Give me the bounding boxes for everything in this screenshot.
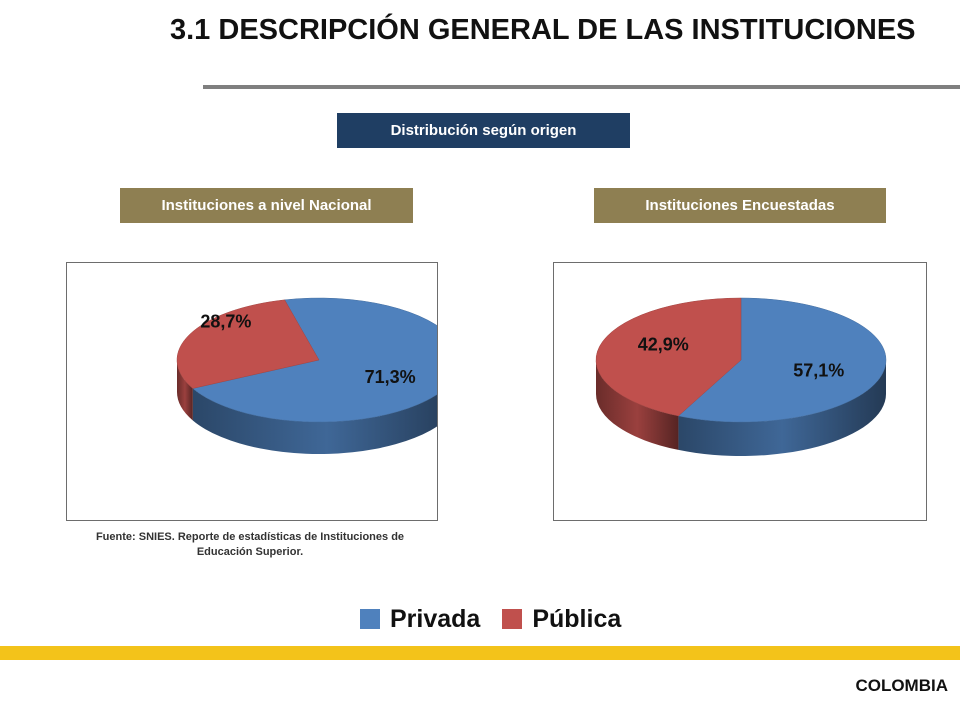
section-label: Distribución según origen	[337, 113, 630, 148]
pie-label-privada: 71,3%	[365, 367, 416, 387]
legend-item-publica: Pública	[502, 605, 621, 634]
pie-side-publica	[596, 360, 679, 450]
pie-chart-encuestadas-svg: 57,1% 42,9%	[595, 297, 887, 456]
source-line-2: Educación Superior.	[196, 546, 304, 558]
legend-label-publica: Pública	[532, 604, 622, 633]
legend-swatch-publica	[502, 609, 523, 629]
legend-swatch-privada	[360, 609, 380, 629]
footer-country: COLOMBIA	[855, 676, 948, 695]
legend-label-privada: Privada	[390, 604, 481, 633]
pie-side-privada	[678, 360, 886, 456]
footer-bar	[0, 646, 960, 660]
page-title: 3.1 DESCRIPCIÓN GENERAL DE LAS INSTITUCI…	[170, 14, 916, 46]
legend-item-privada: Privada	[360, 605, 480, 634]
source-note: Fuente: SNIES. Reporte de estadísticas d…	[70, 530, 430, 560]
pie-chart-encuestadas: 57,1% 42,9%	[553, 262, 927, 521]
pie-side-privada	[192, 388, 437, 455]
pie-slice-publica	[176, 299, 320, 389]
pie-label-publica: 42,9%	[638, 334, 689, 354]
pie-slice-privada	[192, 297, 437, 423]
source-line-1: Fuente: SNIES. Reporte de estadísticas d…	[95, 531, 405, 543]
chart-title-nacional: Instituciones a nivel Nacional	[120, 188, 413, 223]
pie-slice-privada	[677, 297, 887, 423]
legend: Privada Pública	[360, 604, 643, 634]
chart-title-encuestadas: Instituciones Encuestadas	[594, 188, 886, 223]
pie-chart-nacional: 71,3% 28,7%	[66, 262, 438, 521]
pie-slice-publica	[595, 297, 742, 417]
pie-label-privada: 57,1%	[793, 361, 844, 381]
pie-chart-nacional-svg: 71,3% 28,7%	[176, 297, 437, 455]
title-divider	[203, 85, 960, 89]
pie-label-publica: 28,7%	[200, 312, 251, 332]
